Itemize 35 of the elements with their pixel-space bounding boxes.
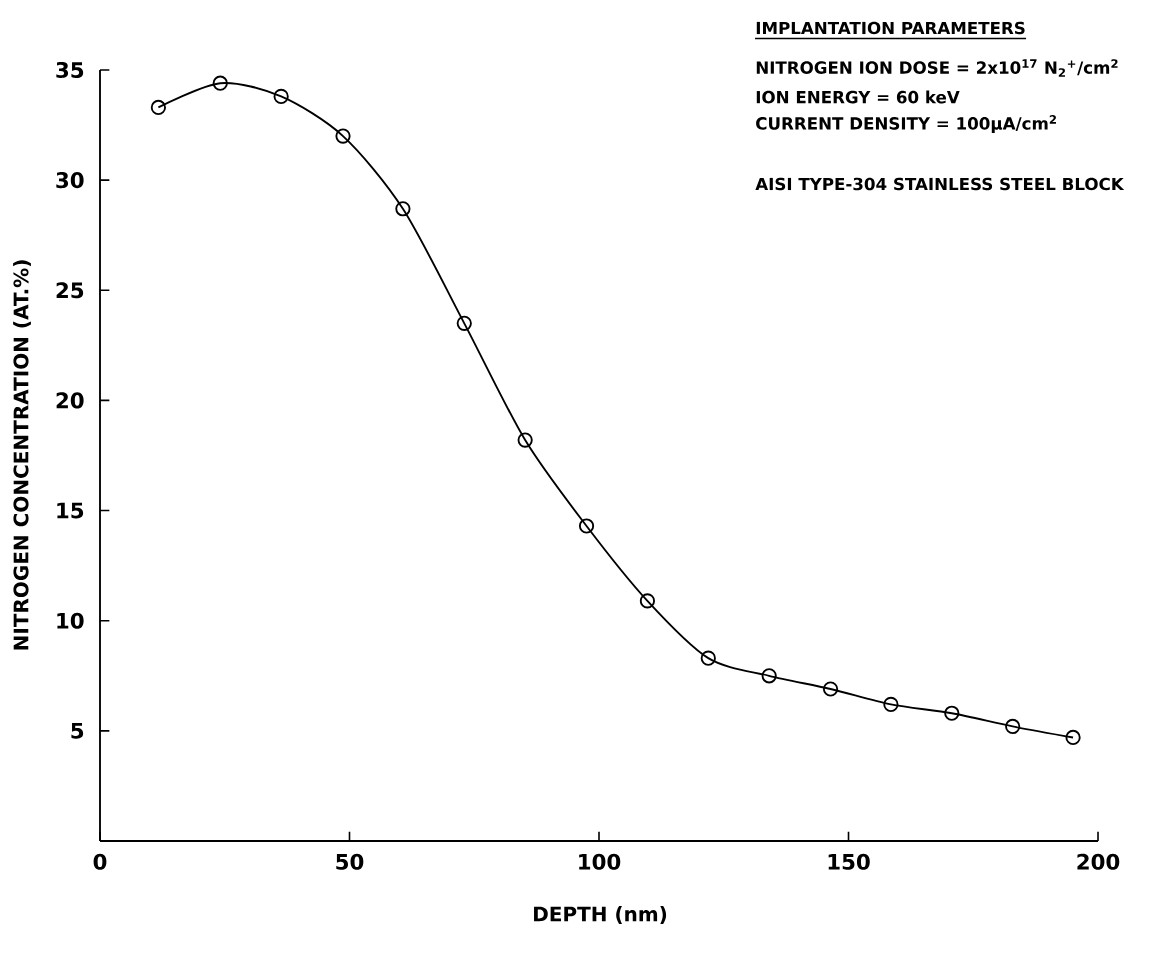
x-tick-label: 150 (828, 853, 870, 870)
x-tick-label: 0 (93, 853, 107, 870)
point (578, 518, 595, 534)
y-tick-label: 30 (56, 172, 84, 189)
text: IMPLANTATION PARAMETERS (756, 21, 1025, 35)
y-tick-label: 35 (56, 61, 84, 79)
point (700, 650, 716, 666)
point (273, 88, 289, 105)
y-tick-label: 15 (57, 502, 84, 519)
point (212, 75, 228, 91)
y-axis-title: NITROGEN CONCENTRATION (AT.%) (13, 260, 31, 650)
annotation: NITROGEN ION DOSE = 2x10$^{17}$ N$_{2}$$^{+}$/cm$^{2}$ (756, 59, 1118, 77)
annotation: ION ENERGY = 60 keV (756, 90, 960, 104)
point (944, 705, 960, 721)
point (1065, 729, 1081, 746)
annotation: AISI TYPE-304 STAINLESS STEEL BLOCK (755, 177, 1125, 191)
x-tick-label: 200 (1077, 853, 1120, 870)
point (517, 432, 533, 448)
y-tick-label: 25 (56, 282, 84, 299)
y-tick-label: 10 (57, 612, 84, 629)
point (395, 201, 411, 217)
x-tick-label: 100 (579, 853, 621, 870)
point (150, 99, 166, 116)
point (883, 696, 899, 713)
point (456, 315, 472, 331)
point (335, 128, 351, 144)
point (639, 593, 656, 609)
annotation: CURRENT DENSITY = 100μA/cm$^{2}$ (756, 115, 1056, 133)
y-tick-label: 5 (71, 722, 84, 739)
point (1005, 718, 1021, 735)
x-tick-label: 50 (336, 853, 364, 870)
y-tick-label: 20 (56, 392, 84, 409)
point (822, 681, 839, 697)
x-axis-title: DEPTH (nm) (534, 906, 667, 924)
point (761, 668, 777, 684)
